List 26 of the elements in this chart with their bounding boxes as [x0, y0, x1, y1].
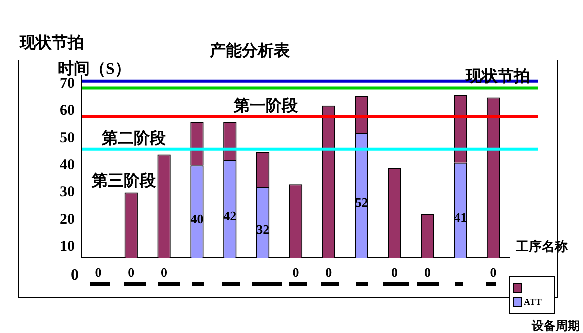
chart-title: 产能分析表	[209, 42, 291, 60]
data-label: 32	[256, 222, 270, 238]
x-tick-label: 0	[490, 265, 497, 280]
text: 现状节拍	[19, 34, 84, 52]
annotation: 第三阶段	[91, 172, 157, 190]
x-tick-label: 0	[326, 265, 332, 280]
x-tick-label: 0	[95, 265, 102, 280]
ref-line-label: 第一阶段	[233, 96, 299, 115]
y-axis-title: 时间（S）	[58, 60, 131, 78]
y-tick-label: 50	[60, 130, 75, 146]
legend-label: ATT	[524, 297, 542, 307]
y-tick-label: 40	[60, 158, 75, 174]
y-tick-label: 10	[60, 239, 75, 256]
x-tick-label: 0	[424, 265, 431, 280]
data-label: 52	[355, 195, 368, 210]
x-tick-label: 0	[392, 265, 398, 280]
data-label: 40	[190, 211, 204, 226]
y-tick-label: 70	[60, 76, 75, 92]
x-tick-label: 0	[292, 265, 300, 280]
x-tick-label: 0	[128, 265, 135, 280]
y-tick-label: 20	[60, 212, 75, 228]
text: 设备周期	[531, 319, 580, 333]
ref-line-label: 第二阶段	[101, 129, 167, 148]
x-tick-label: 0	[161, 265, 168, 280]
y-tick-label: 30	[60, 184, 75, 201]
y-tick-label: 60	[60, 103, 75, 120]
